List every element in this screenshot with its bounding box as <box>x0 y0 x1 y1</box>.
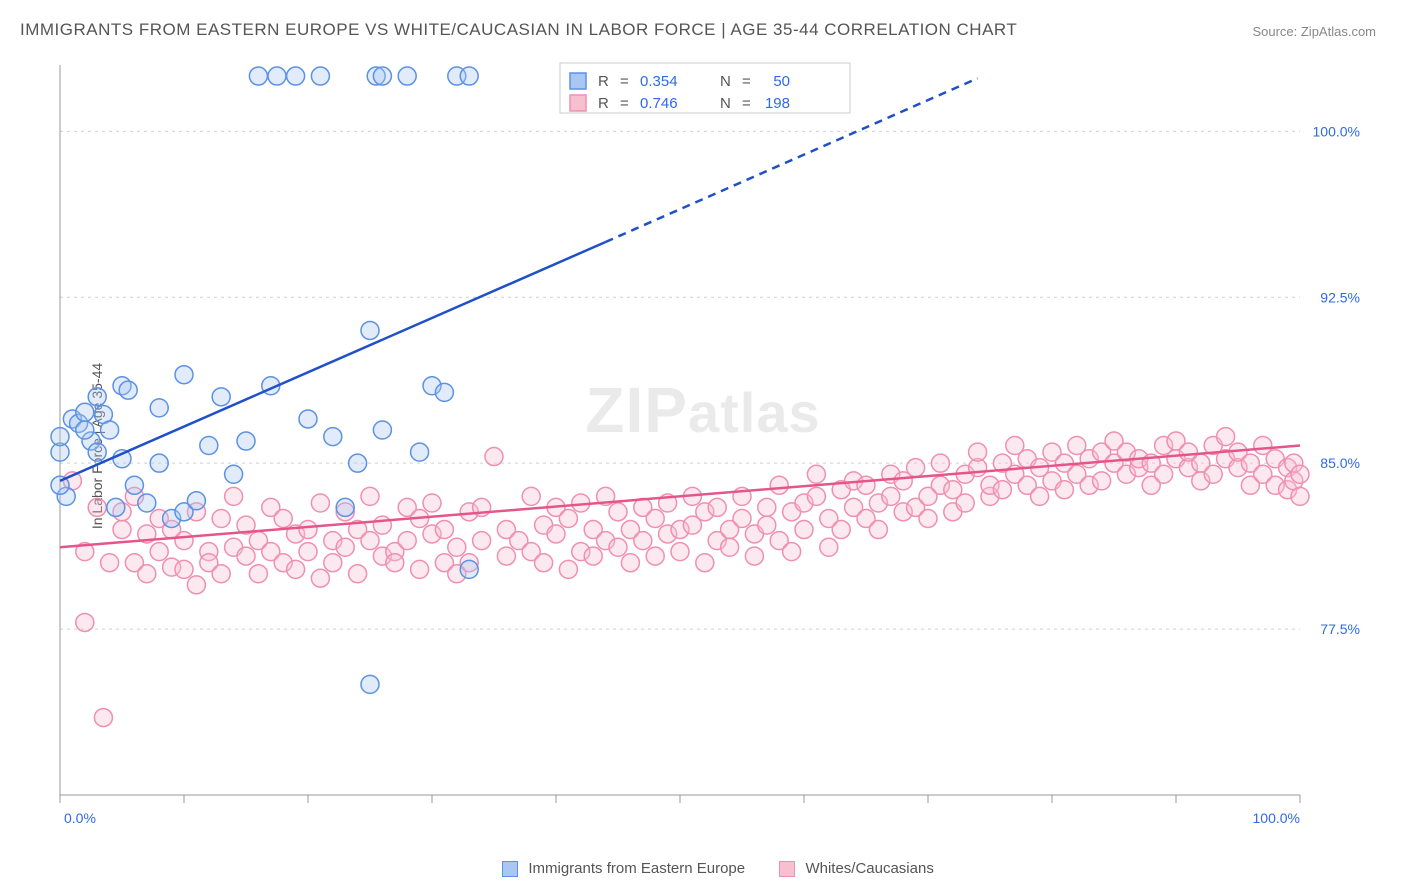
svg-text:N: N <box>720 73 731 90</box>
svg-text:92.5%: 92.5% <box>1320 289 1360 305</box>
legend-swatch-whites-icon <box>779 861 795 877</box>
svg-text:R: R <box>598 73 609 90</box>
bottom-legend: Immigrants from Eastern Europe Whites/Ca… <box>0 860 1406 877</box>
svg-text:=: = <box>620 95 629 112</box>
legend-swatch-immigrants-icon <box>502 861 518 877</box>
chart-container: IMMIGRANTS FROM EASTERN EUROPE VS WHITE/… <box>0 0 1406 892</box>
svg-text:=: = <box>742 73 751 90</box>
svg-text:100.0%: 100.0% <box>1253 810 1300 826</box>
svg-text:0.0%: 0.0% <box>64 810 96 826</box>
correlation-scatter-chart: 77.5% 85.0% 92.5% 100.0% 0.0% 100.0% R = 0.354 N =… <box>50 55 1380 835</box>
chart-title: IMMIGRANTS FROM EASTERN EUROPE VS WHITE/… <box>20 20 1017 40</box>
svg-text:0.746: 0.746 <box>640 95 678 112</box>
svg-text:N: N <box>720 95 731 112</box>
legend-label-whites: Whites/Caucasians <box>805 860 933 877</box>
svg-text:=: = <box>742 95 751 112</box>
svg-text:77.5%: 77.5% <box>1320 621 1360 637</box>
svg-text:=: = <box>620 73 629 90</box>
svg-text:R: R <box>598 95 609 112</box>
svg-text:0.354: 0.354 <box>640 73 678 90</box>
svg-text:50: 50 <box>773 73 790 90</box>
svg-text:85.0%: 85.0% <box>1320 455 1360 471</box>
legend-label-immigrants: Immigrants from Eastern Europe <box>528 860 745 877</box>
source-attribution: Source: ZipAtlas.com <box>1252 24 1376 39</box>
svg-text:198: 198 <box>765 95 790 112</box>
svg-text:100.0%: 100.0% <box>1313 123 1360 139</box>
